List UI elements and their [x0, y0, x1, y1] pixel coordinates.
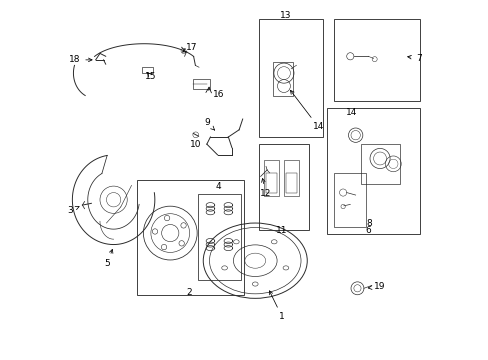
Text: 6: 6	[365, 226, 370, 235]
Text: 15: 15	[144, 72, 156, 81]
Bar	[137, 180, 244, 295]
Text: 14: 14	[345, 108, 356, 117]
Bar	[142, 67, 153, 73]
Bar	[258, 144, 308, 230]
Text: 11: 11	[276, 226, 287, 235]
Text: 7: 7	[407, 54, 421, 63]
Text: 5: 5	[104, 249, 113, 268]
Text: 8: 8	[366, 219, 371, 228]
Bar	[273, 62, 292, 96]
Text: 10: 10	[190, 140, 202, 149]
Text: 14: 14	[290, 90, 324, 131]
Text: 1: 1	[269, 291, 285, 321]
Text: 16: 16	[212, 90, 224, 99]
Bar	[284, 160, 298, 196]
Text: 4: 4	[215, 182, 221, 191]
Text: 3: 3	[67, 206, 79, 215]
Bar	[326, 108, 419, 234]
Bar	[333, 19, 419, 101]
Text: 19: 19	[367, 282, 385, 291]
Text: 13: 13	[280, 11, 291, 20]
Bar	[333, 173, 366, 226]
Text: 17: 17	[183, 43, 197, 52]
Text: 9: 9	[203, 118, 214, 130]
Text: 2: 2	[186, 288, 191, 297]
Bar	[285, 173, 297, 193]
Bar	[264, 160, 279, 196]
Bar	[265, 173, 277, 193]
Text: 18: 18	[69, 55, 92, 64]
Text: 12: 12	[260, 179, 271, 198]
Bar	[360, 144, 400, 184]
Bar	[198, 194, 241, 280]
Bar	[192, 78, 209, 89]
Bar	[258, 19, 323, 137]
